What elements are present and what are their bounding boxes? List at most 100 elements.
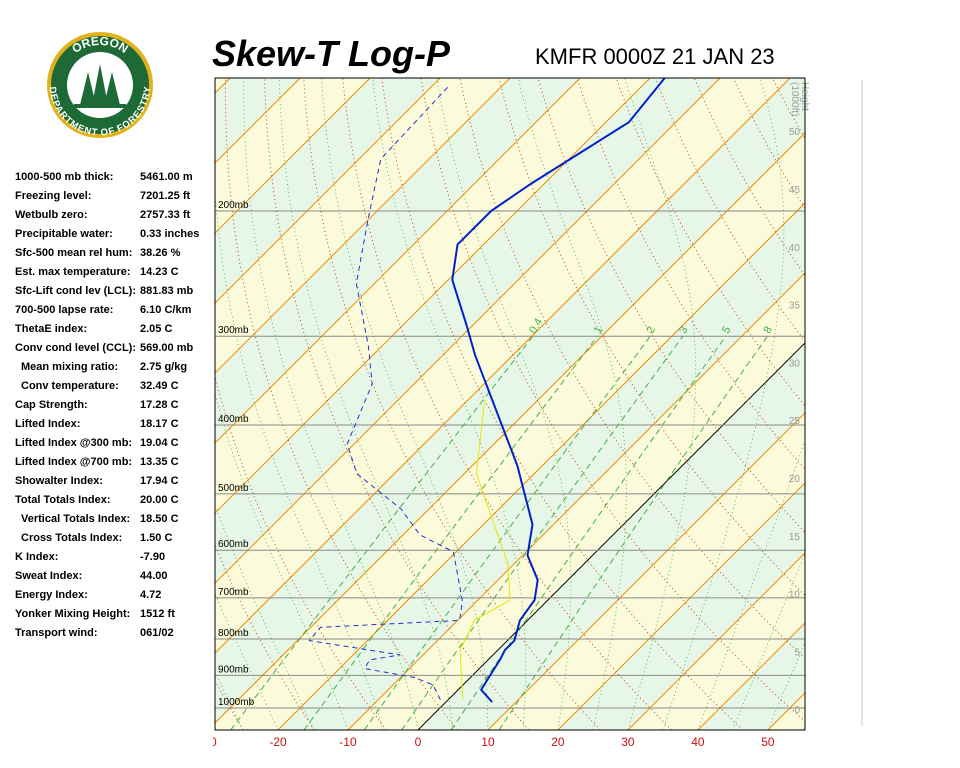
stat-value: 32.49 C: [140, 380, 179, 392]
stat-label: Lifted Index @700 mb:: [15, 456, 132, 468]
stat-label: Lifted Index:: [15, 418, 80, 430]
isotherm: [487, 412, 805, 730]
plot-frame: [214, 77, 806, 731]
stat-value: 13.35 C: [140, 456, 179, 468]
isotherm: [417, 342, 805, 730]
dry-adiabat: [420, 78, 805, 723]
stat-value: 061/02: [140, 627, 174, 639]
stat-value: 4.72: [140, 589, 161, 601]
stat-label: Conv temperature:: [21, 380, 119, 392]
chart-subtitle: KMFR 0000Z 21 JAN 23: [535, 44, 775, 69]
isotherm: [215, 78, 721, 584]
stat-label: ThetaE index:: [15, 323, 87, 335]
mixing-ratio-line: [303, 335, 598, 730]
height-tick-label: 20: [789, 474, 801, 485]
band: [627, 552, 805, 730]
moist-adiabat: [215, 391, 349, 730]
band: [838, 78, 960, 730]
stat-value: 18.50 C: [140, 513, 179, 525]
mixing-ratio-line: [498, 335, 768, 730]
band: [215, 78, 805, 724]
stat-value: 19.04 C: [140, 437, 179, 449]
logo-ground: [74, 104, 126, 108]
moist-adiabat: [802, 724, 805, 730]
dry-adiabat: [812, 78, 960, 730]
isotherm: [838, 78, 960, 730]
x-tick-label: 20: [551, 735, 565, 749]
stat-label: Est. max temperature:: [15, 266, 131, 278]
x-tick-label: 0: [415, 735, 422, 749]
dry-adiabat: [851, 78, 960, 730]
isotherm: [215, 78, 511, 374]
x-tick-label: -20: [269, 735, 287, 749]
y-tick-label: 600mb: [218, 539, 249, 550]
stat-label: Wetbulb zero:: [15, 209, 88, 221]
stat-value: -7.90: [140, 551, 165, 563]
stats-table: 1000-500 mb thick: 5461.00 m Freezing leve…: [15, 171, 199, 639]
isotherm: [277, 202, 805, 730]
stat-label: Total Totals Index:: [15, 494, 111, 506]
height-tick-label: 5: [794, 647, 800, 658]
y-tick-label: 800mb: [218, 628, 249, 639]
x-tick-label: 30: [621, 735, 635, 749]
mixing-ratio-line: [450, 335, 727, 730]
moist-adiabat: [697, 439, 805, 730]
x-tick-label: 50: [761, 735, 775, 749]
stat-label: Sfc-500 mean rel hum:: [15, 247, 132, 259]
height-axis-label: (1000ft): [789, 82, 800, 116]
height-tick-label: 40: [789, 243, 801, 254]
dry-adiabat: [693, 78, 805, 277]
moist-adiabat: [215, 503, 314, 730]
dry-adiabat: [459, 78, 805, 660]
stat-label: Showalter Index:: [15, 475, 103, 487]
x-tick-label: -30: [199, 735, 217, 749]
logo: OREGON DEPARTMENT OF FORESTRY: [47, 32, 154, 139]
dry-adiabat: [654, 78, 805, 343]
dry-adiabat: [537, 78, 805, 534]
isotherm: [557, 482, 805, 730]
height-tick-label: 10: [789, 590, 801, 601]
dry-adiabat: [890, 78, 960, 730]
dry-adiabat: [264, 78, 530, 730]
stat-value: 38.26 %: [140, 247, 181, 259]
stat-value: 1.50 C: [140, 532, 172, 544]
stat-label: Precipitable water:: [15, 228, 113, 240]
stat-value: 44.00: [140, 570, 168, 582]
mixing-ratio-label: 3: [677, 324, 690, 335]
moist-adiabat: [732, 552, 805, 730]
stat-value: 20.00 C: [140, 494, 179, 506]
height-tick-label: 15: [789, 532, 801, 543]
y-tick-label: 700mb: [218, 587, 249, 598]
plot-area: 0.4 1 2 3 5 8: [215, 76, 960, 730]
height-tick-label: 30: [789, 358, 801, 369]
logo-top: OREGON: [69, 34, 130, 56]
mixing-ratio-line: [230, 335, 534, 730]
stat-label: Cross Totals Index:: [21, 532, 122, 544]
mixing-ratio-label: 2: [644, 324, 657, 335]
stat-value: 2.75 g/kg: [140, 361, 187, 373]
stat-label: K Index:: [15, 551, 58, 563]
stat-label: Sfc-Lift cond lev (LCL):: [15, 285, 136, 297]
y-tick-label: 500mb: [218, 483, 249, 494]
moist-adiabat: [838, 76, 960, 730]
stat-value: 17.94 C: [140, 475, 179, 487]
stat-label: Mean mixing ratio:: [21, 361, 118, 373]
sounding-line: [451, 78, 666, 703]
stat-value: 881.83 mb: [140, 285, 193, 297]
sounding-line: [459, 400, 511, 700]
stat-label: Cap Strength:: [15, 399, 88, 411]
stat-label: Freezing level:: [15, 190, 91, 202]
mixing-ratio-label: 5: [720, 324, 733, 335]
logo-trees: [80, 64, 120, 105]
height-tick-label: 0: [794, 705, 800, 716]
stat-value: 17.28 C: [140, 399, 179, 411]
stat-value: 14.23 C: [140, 266, 179, 278]
x-tick-label: 40: [691, 735, 705, 749]
dry-adiabat: [929, 78, 960, 730]
stat-value: 5461.00 m: [140, 171, 193, 183]
logo-top-text: OREGON: [69, 34, 130, 56]
stat-label: 1000-500 mb thick:: [15, 171, 113, 183]
isotherm: [627, 552, 805, 730]
moist-adiabat: [624, 78, 697, 730]
